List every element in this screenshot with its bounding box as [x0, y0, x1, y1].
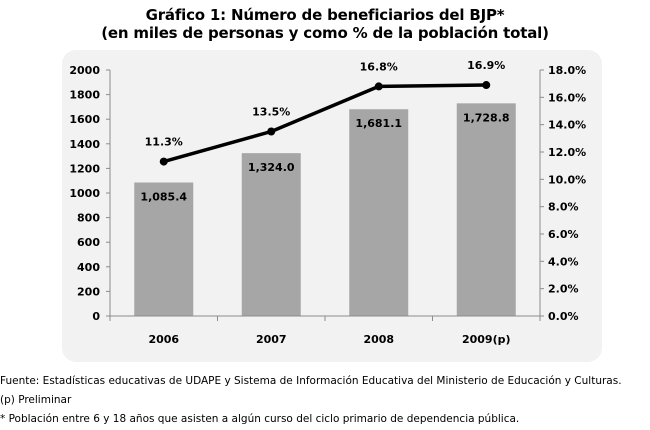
bar-data-label: 1,085.4: [140, 190, 187, 203]
y-left-tick-label: 1200: [69, 162, 100, 175]
bar-data-label: 1,728.8: [463, 111, 510, 124]
y-left-tick-label: 400: [77, 261, 100, 274]
y-left-tick-label: 1400: [69, 138, 100, 151]
y-right-tick-label: 14.0%: [548, 119, 586, 132]
bar: [241, 153, 301, 316]
x-tick-label: 2009(p): [462, 333, 511, 346]
y-left-tick-label: 2000: [69, 64, 100, 77]
footnote-source: Fuente: Estadísticas educativas de UDAPE…: [0, 375, 622, 387]
y-left-tick-label: 800: [77, 212, 100, 225]
y-right-tick-label: 10.0%: [548, 173, 586, 186]
bar-data-label: 1,681.1: [355, 117, 402, 130]
y-right-tick-label: 8.0%: [548, 201, 579, 214]
line-point: [267, 127, 276, 136]
bar-data-label: 1,324.0: [248, 161, 295, 174]
chart-svg: 0 200 400 600 800 1000 1200 1400 1600 1800 2000 0.0…: [69, 59, 586, 346]
line-data-label: 16.8%: [360, 60, 398, 73]
y-left-tick-label: 1800: [69, 89, 100, 102]
x-tick-label: 2006: [148, 333, 179, 346]
line-data-label: 13.5%: [252, 106, 290, 119]
y-right-tick-label: 6.0%: [548, 228, 579, 241]
chart-title: Gráfico 1: Número de beneficiarios del B…: [145, 6, 505, 24]
y-right-tick-label: 2.0%: [548, 283, 579, 296]
bar: [134, 182, 194, 316]
y-left-tick-label: 0: [92, 310, 100, 323]
y-left-tick-label: 1600: [69, 113, 100, 126]
footnote-population: * Población entre 6 y 18 años que asiste…: [0, 413, 520, 425]
line-point: [159, 157, 168, 166]
percentage-line: [163, 83, 487, 164]
bar: [456, 103, 516, 316]
line-data-label: 16.9%: [467, 59, 505, 72]
x-tick-label: 2007: [256, 333, 287, 346]
y-left-tick-label: 200: [77, 285, 100, 298]
y-right-tick-label: 12.0%: [548, 146, 586, 159]
line-point: [374, 82, 383, 91]
y-right-tick-label: 16.0%: [548, 91, 586, 104]
bar: [349, 109, 409, 316]
chart-subtitle: (en miles de personas y como % de la pob…: [101, 24, 549, 42]
y-left-tick-label: 1000: [69, 187, 100, 200]
line-data-label: 11.3%: [145, 136, 183, 149]
y-left-tick-label: 600: [77, 236, 100, 249]
x-tick-label: 2008: [363, 333, 394, 346]
y-right-tick-label: 0.0%: [548, 310, 579, 323]
line-point: [482, 81, 491, 90]
footnote-preliminary: (p) Preliminar: [0, 394, 72, 406]
y-right-tick-label: 4.0%: [548, 255, 579, 268]
y-right-tick-label: 18.0%: [548, 64, 586, 77]
